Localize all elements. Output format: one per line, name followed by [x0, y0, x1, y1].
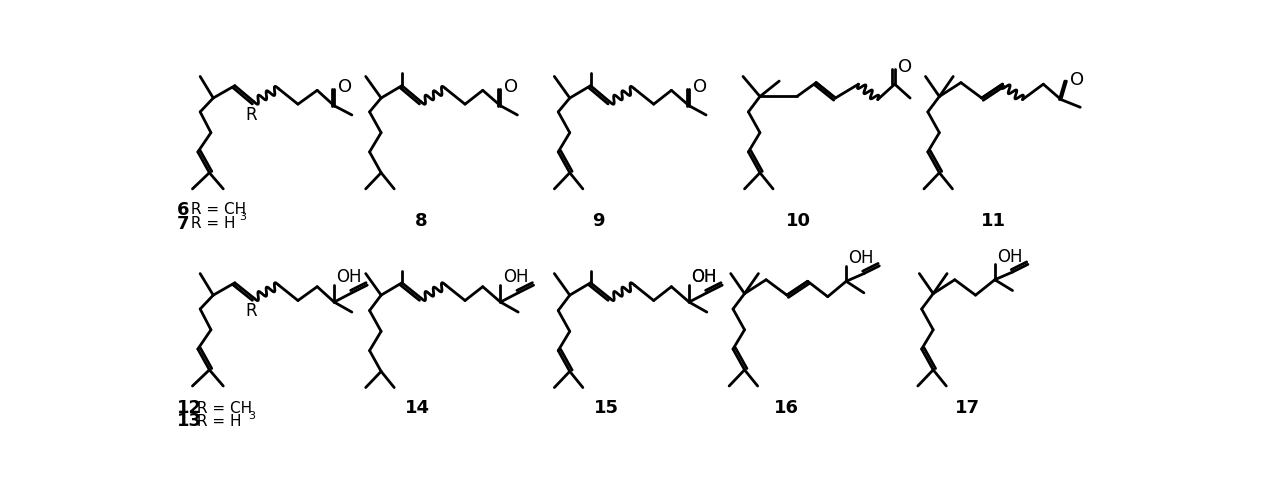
Text: R: R [246, 106, 257, 124]
Text: OH: OH [691, 268, 717, 286]
Text: O: O [899, 58, 913, 76]
Text: 3: 3 [239, 212, 247, 222]
Text: 10: 10 [786, 212, 812, 230]
Text: 13: 13 [177, 412, 202, 431]
Text: 14: 14 [404, 399, 430, 417]
Text: O: O [338, 78, 352, 96]
Text: R = CH: R = CH [192, 401, 252, 416]
Text: 6: 6 [177, 201, 189, 219]
Text: 7: 7 [177, 215, 189, 233]
Text: OH: OH [997, 248, 1023, 266]
Text: 11: 11 [980, 212, 1006, 230]
Text: O: O [1070, 70, 1084, 89]
Text: OH: OH [337, 268, 362, 286]
Text: 3: 3 [248, 411, 255, 421]
Text: OH: OH [503, 268, 529, 286]
Text: 16: 16 [774, 399, 800, 417]
Text: OH: OH [691, 268, 717, 286]
Text: 8: 8 [415, 212, 428, 230]
Text: OH: OH [849, 249, 874, 267]
Text: 9: 9 [591, 212, 604, 230]
Text: R: R [246, 302, 257, 319]
Text: O: O [504, 78, 518, 96]
Text: R = H: R = H [187, 216, 236, 231]
Text: R = CH: R = CH [187, 202, 247, 217]
Text: 12: 12 [177, 399, 202, 417]
Text: O: O [692, 78, 707, 96]
Text: 17: 17 [955, 399, 980, 417]
Text: R = H: R = H [192, 414, 242, 429]
Text: 15: 15 [594, 399, 618, 417]
